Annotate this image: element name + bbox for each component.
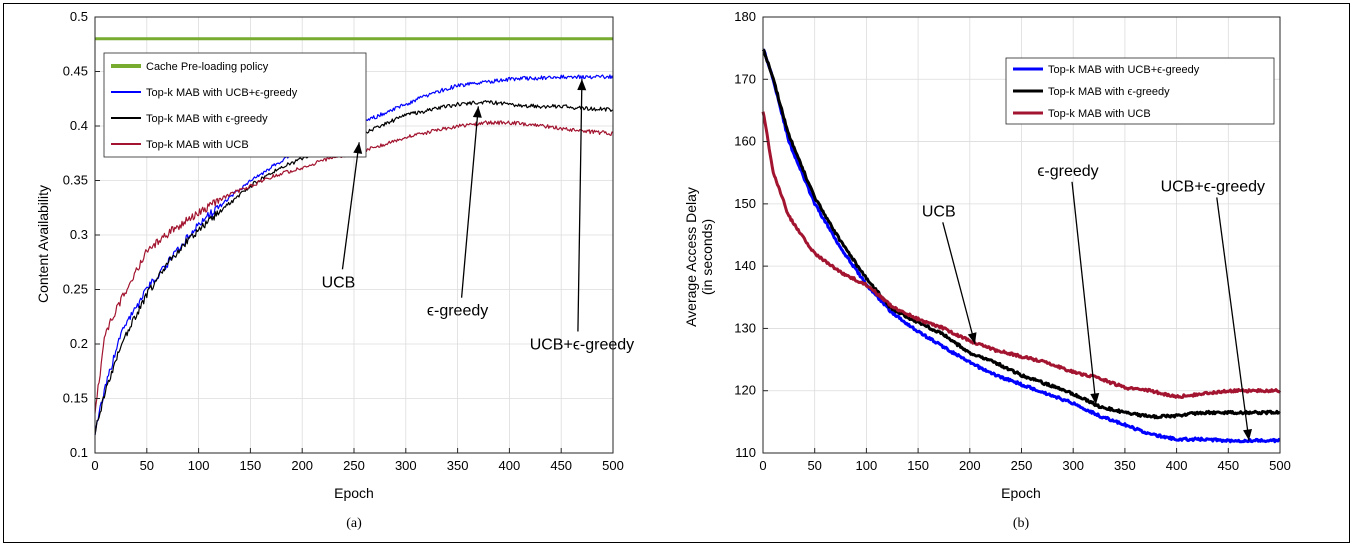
y-tick-label: 0.3: [70, 227, 88, 242]
annotation-arrow: [1216, 197, 1250, 441]
y-tick-label: 150: [734, 196, 756, 211]
x-tick-label: 500: [1269, 458, 1291, 473]
annotation-label: UCB: [322, 274, 356, 291]
x-tick-label: 350: [1114, 458, 1136, 473]
annotation-arrow: [942, 222, 976, 345]
x-tick-label: 450: [1217, 458, 1239, 473]
legend-box: [1005, 57, 1275, 125]
y-tick-label: 0.15: [63, 391, 88, 406]
x-tick-label: 400: [499, 458, 521, 473]
chart-panel-a: (a) Epoch Content Availability 0 50 100 150…: [35, 9, 634, 531]
y-tick-label: 140: [734, 258, 756, 273]
panel-b-ylabel-unit: (in seconds): [699, 219, 715, 295]
x-tick-label: 450: [550, 458, 572, 473]
annotation-arrowhead: [577, 79, 587, 91]
annotation-arrow: [460, 106, 479, 298]
y-tick-label: 0.1: [70, 445, 88, 460]
series-line-3: [761, 111, 1282, 399]
x-tick-label: 0: [759, 458, 766, 473]
y-tick-label: 170: [734, 71, 756, 86]
annotation-arrowhead: [967, 332, 977, 344]
y-tick-label: 180: [734, 9, 756, 24]
panel-a-caption: (a): [346, 516, 362, 531]
legend-entry: Cache Pre-loading policy: [146, 61, 269, 73]
annotation-arrowhead: [472, 106, 482, 118]
legend-entry: Top-k MAB with UCB+ϵ-greedy: [146, 87, 298, 99]
x-tick-label: 50: [807, 458, 821, 473]
y-tick-label: 130: [734, 320, 756, 335]
x-tick-label: 150: [240, 458, 262, 473]
y-tick-label: 0.45: [63, 64, 88, 79]
annotation-label: UCB: [922, 203, 956, 220]
x-tick-label: 200: [959, 458, 981, 473]
panel-b-caption: (b): [1013, 516, 1030, 531]
y-tick-label: 0.35: [63, 173, 88, 188]
y-tick-label: 120: [734, 383, 756, 398]
panel-a-ylabel: Content Availability: [35, 185, 51, 303]
legend-entry: Top-k MAB with UCB: [146, 139, 249, 151]
annotation-label: UCB+ϵ-greedy: [1161, 178, 1265, 195]
x-tick-label: 400: [1166, 458, 1188, 473]
y-tick-label: 110: [735, 445, 756, 460]
x-tick-label: 250: [1011, 458, 1033, 473]
legend-entry: Top-k MAB with ϵ-greedy: [1048, 86, 1170, 98]
y-tick-label: 0.4: [70, 118, 88, 133]
annotation-label: ϵ-greedy: [1037, 163, 1098, 180]
panel-a-xlabel: Epoch: [334, 485, 374, 501]
annotation-arrow: [1071, 181, 1097, 405]
x-tick-label: 0: [91, 458, 98, 473]
annotation-arrowhead: [353, 142, 363, 154]
annotation-arrow: [577, 79, 583, 332]
chart-panel-b: (b) Epoch Average Access Delay (in secon…: [683, 9, 1291, 531]
y-tick-label: 0.2: [70, 336, 88, 351]
figure-frame: [3, 3, 1350, 543]
panel-b-ylabel: Average Access Delay: [683, 187, 699, 327]
x-tick-label: 200: [291, 458, 313, 473]
x-tick-label: 50: [140, 458, 154, 473]
y-tick-label: 0.5: [70, 9, 88, 24]
x-tick-label: 100: [856, 458, 878, 473]
legend-entry: Top-k MAB with ϵ-greedy: [146, 113, 268, 125]
x-tick-label: 300: [1062, 458, 1084, 473]
x-tick-label: 500: [602, 458, 624, 473]
panel-b-xlabel: Epoch: [1001, 485, 1041, 501]
x-tick-label: 250: [343, 458, 365, 473]
x-tick-label: 100: [188, 458, 210, 473]
annotation-label: ϵ-greedy: [427, 303, 488, 320]
annotation-arrowhead: [1090, 392, 1100, 405]
annotation-arrow: [341, 142, 360, 270]
x-tick-label: 350: [447, 458, 469, 473]
series-line-2: [761, 48, 1281, 420]
x-tick-label: 300: [395, 458, 417, 473]
y-tick-label: 0.25: [63, 282, 88, 297]
legend-entry: Top-k MAB with UCB+ϵ-greedy: [1048, 64, 1200, 76]
legend-box: [103, 52, 367, 158]
series-line-1: [761, 48, 1281, 444]
x-tick-label: 150: [907, 458, 929, 473]
annotation-label: UCB+ϵ-greedy: [530, 336, 634, 353]
legend-entry: Top-k MAB with UCB: [1048, 108, 1151, 120]
annotation-arrowhead: [1243, 429, 1252, 441]
y-tick-label: 160: [734, 134, 756, 149]
